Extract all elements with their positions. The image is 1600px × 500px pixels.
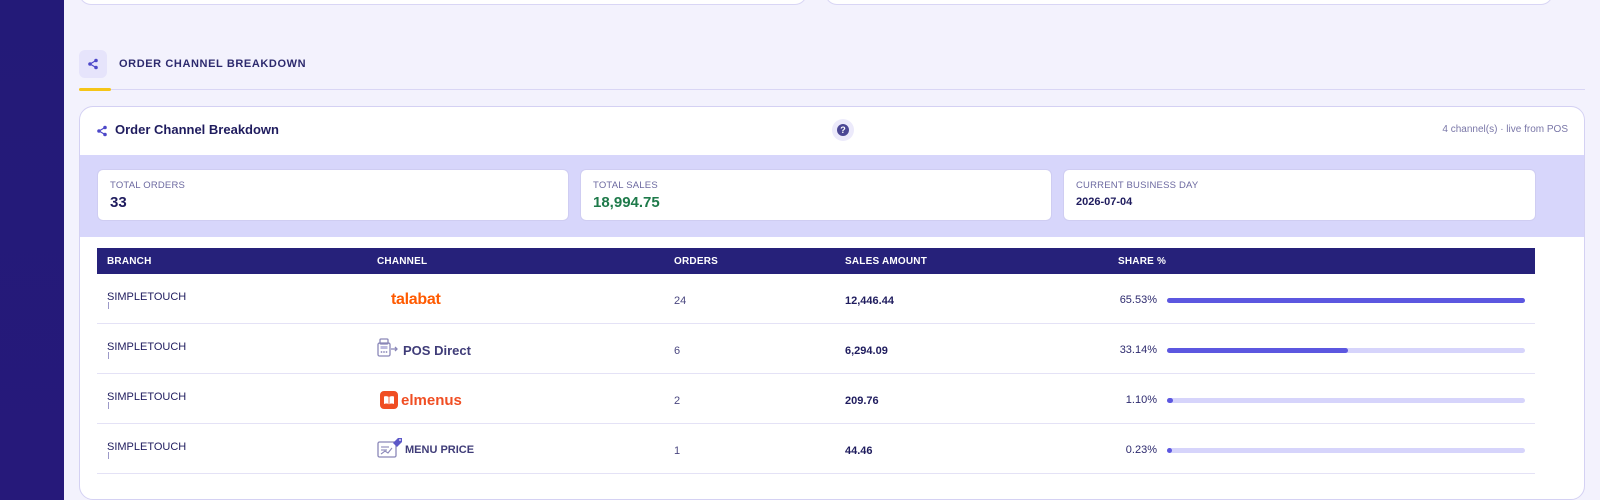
share-bar-fill	[1167, 348, 1349, 353]
share-bar	[1167, 448, 1525, 453]
column-header-share[interactable]: SHARE %	[1118, 256, 1167, 267]
pos-terminal-icon	[377, 337, 399, 363]
help-button[interactable]: ?	[832, 119, 854, 141]
sales-cell: 6,294.09	[845, 345, 888, 357]
kpi-business-day: CURRENT BUSINESS DAY 2026-07-04	[1063, 169, 1536, 221]
book-icon	[380, 391, 398, 409]
kpi-label: TOTAL ORDERS	[110, 180, 186, 191]
channel-name: POS Direct	[403, 342, 471, 358]
channel-table: BRANCH CHANNEL ORDERS SALES AMOUNT SHARE…	[97, 248, 1535, 474]
sidebar	[0, 0, 64, 500]
share-bar	[1167, 348, 1525, 353]
share-cell: 33.14%	[1119, 344, 1157, 356]
section-tab-indicator	[79, 88, 111, 91]
kpi-value: 18,994.75	[593, 194, 660, 211]
section-header: ORDER CHANNEL BREAKDOWN	[79, 50, 1585, 91]
channel-name: elmenus	[401, 391, 462, 409]
kpi-total-orders: TOTAL ORDERS 33	[97, 169, 569, 221]
branch-cell: SIMPLETOUCH	[107, 441, 187, 453]
help-icon: ?	[837, 124, 849, 136]
channel-name: talabat	[391, 291, 441, 308]
sales-cell: 209.76	[845, 395, 879, 407]
table-row[interactable]: SIMPLETOUCH elmenus 2 209.76 1.10%	[97, 374, 1535, 424]
kpi-label: CURRENT BUSINESS DAY	[1076, 180, 1199, 191]
orders-cell: 24	[674, 295, 687, 307]
share-bar-fill	[1167, 398, 1174, 403]
channel-logo: MENU PRICE	[377, 437, 475, 464]
channel-logo: POS Direct	[377, 337, 471, 363]
orders-cell: 1	[674, 445, 681, 457]
top-card-left	[79, 0, 807, 5]
branch-cell: SIMPLETOUCH	[107, 391, 187, 403]
branch-cell: SIMPLETOUCH	[107, 341, 187, 353]
column-header-sales[interactable]: SALES AMOUNT	[845, 256, 928, 267]
elmenus-logo: elmenus	[377, 388, 462, 412]
order-channel-panel: Order Channel Breakdown ? 4 channel(s) ·…	[79, 106, 1585, 500]
sales-cell: 12,446.44	[845, 295, 894, 307]
table-header: BRANCH CHANNEL ORDERS SALES AMOUNT SHARE…	[97, 248, 1535, 274]
table-row[interactable]: SIMPLETOUCH talabat 24 12,446.44 65.53%	[97, 274, 1535, 324]
talabat-logo: talabat	[377, 288, 441, 312]
share-cell: 0.23%	[1125, 444, 1157, 456]
share-bar-fill	[1167, 448, 1172, 453]
kpi-band: TOTAL ORDERS 33 TOTAL SALES 18,994.75 CU…	[80, 155, 1584, 237]
share-icon[interactable]	[79, 50, 107, 78]
menu-price-icon	[377, 437, 403, 464]
column-header-channel[interactable]: CHANNEL	[377, 256, 428, 267]
row-marker	[108, 302, 109, 309]
share-icon	[96, 124, 108, 142]
kpi-label: TOTAL SALES	[593, 180, 658, 191]
panel-header: Order Channel Breakdown ? 4 channel(s) ·…	[80, 107, 1584, 155]
row-marker	[108, 352, 109, 359]
panel-meta: 4 channel(s) · live from POS	[1442, 124, 1568, 135]
share-cell: 1.10%	[1125, 394, 1157, 406]
row-marker	[108, 452, 109, 459]
share-cell: 65.53%	[1119, 294, 1157, 306]
table-row[interactable]: SIMPLETOUCH POS Direct	[97, 324, 1535, 374]
kpi-total-sales: TOTAL SALES 18,994.75	[580, 169, 1052, 221]
share-bar	[1167, 398, 1525, 403]
column-header-orders[interactable]: ORDERS	[674, 256, 718, 267]
kpi-value: 33	[110, 194, 127, 211]
sales-cell: 44.46	[845, 445, 873, 457]
row-marker	[108, 402, 109, 409]
kpi-value: 2026-07-04	[1076, 196, 1133, 208]
branch-cell: SIMPLETOUCH	[107, 291, 187, 303]
panel-title: Order Channel Breakdown	[115, 122, 279, 137]
top-card-right	[825, 0, 1553, 5]
channel-name: MENU PRICE	[405, 444, 475, 456]
table-row[interactable]: SIMPLETOUCH MENU PRICE 1 44.46 0.23	[97, 424, 1535, 474]
share-bar	[1167, 298, 1525, 303]
share-bar-fill	[1167, 298, 1525, 303]
column-header-branch[interactable]: BRANCH	[107, 256, 152, 267]
orders-cell: 2	[674, 395, 681, 407]
section-title: ORDER CHANNEL BREAKDOWN	[119, 58, 307, 70]
orders-cell: 6	[674, 345, 681, 357]
